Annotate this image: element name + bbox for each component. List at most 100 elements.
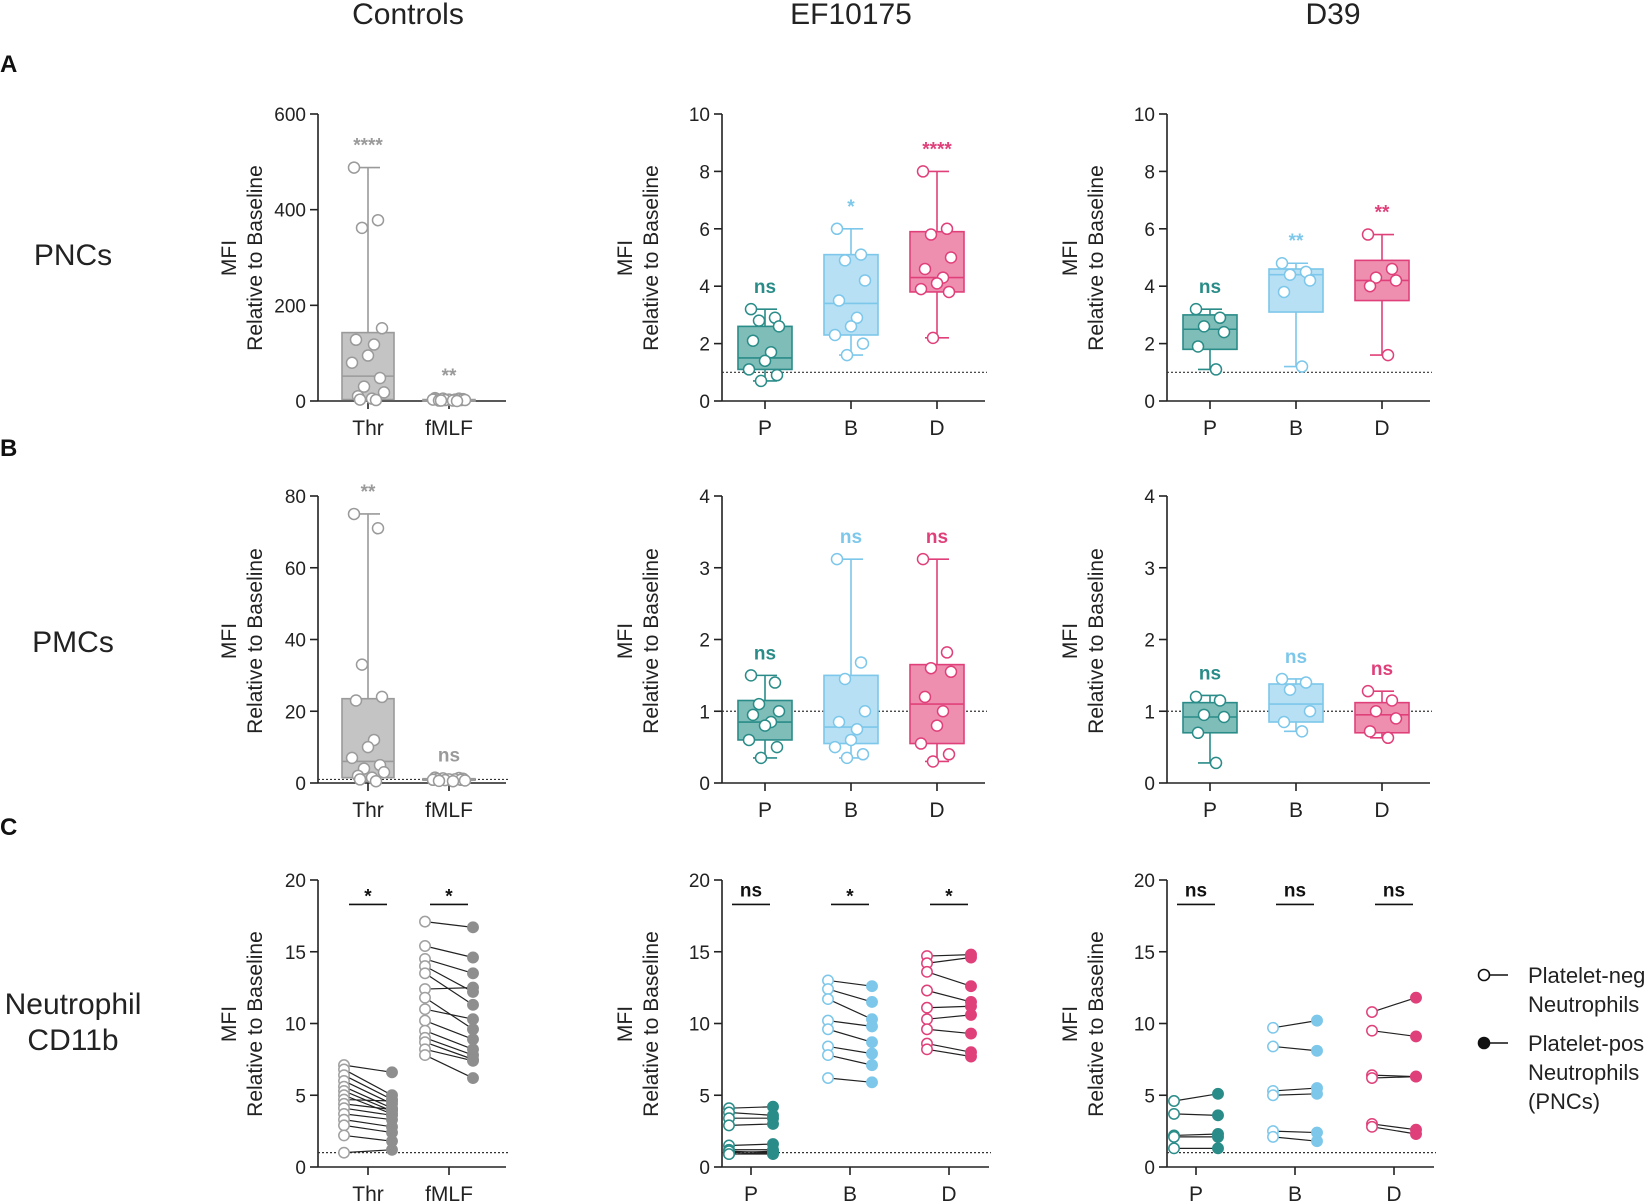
significance-label: ns <box>926 527 948 548</box>
data-point <box>369 393 383 407</box>
x-category-label: B <box>1289 417 1303 440</box>
data-point <box>840 348 854 362</box>
data-point <box>1363 725 1377 738</box>
data-point <box>940 646 954 659</box>
data-point <box>1361 228 1375 241</box>
point-platelet-pos <box>1410 1070 1422 1083</box>
y-axis-label-mfi: MFI <box>1059 623 1082 659</box>
panel-letter-c: C <box>0 814 17 841</box>
data-point <box>1213 694 1227 707</box>
panel-C-controls: MFI Relative to Baseline 0 5 10 15 20 Thr * fMLF * <box>218 871 508 1203</box>
legend-pos-line2: Neutrophils <box>1528 1060 1639 1085</box>
y-tick-label: 60 <box>285 559 306 580</box>
point-platelet-pos <box>1212 1142 1224 1155</box>
data-point <box>1385 694 1399 707</box>
pair-line <box>424 1041 474 1060</box>
pair-line <box>926 971 972 987</box>
y-axis-label-relative: Relative to Baseline <box>244 548 267 734</box>
data-point <box>1275 672 1289 686</box>
legend-neg-marker <box>1477 968 1491 982</box>
y-tick-label: 8 <box>1144 162 1155 183</box>
significance-label: * <box>846 886 854 907</box>
data-point <box>942 285 956 299</box>
data-point <box>924 228 938 241</box>
pair-line <box>424 987 474 990</box>
point-platelet-pos <box>965 1008 977 1021</box>
data-point <box>434 394 448 407</box>
pair-line <box>827 1028 873 1043</box>
pair-line <box>424 997 474 1030</box>
point-platelet-pos <box>1410 1030 1422 1043</box>
point-platelet-neg <box>921 1043 933 1056</box>
y-tick-label: 20 <box>285 871 306 892</box>
y-tick-label: 6 <box>1144 220 1155 241</box>
data-point <box>458 774 472 787</box>
panel-B-controls: MFI Relative to Baseline 0 20 40 60 80 Thr ** fML… <box>218 482 508 822</box>
point-platelet-pos <box>866 1036 878 1049</box>
panel-letter-a: A <box>0 51 17 78</box>
data-point <box>772 705 786 718</box>
y-tick-label: 0 <box>699 392 710 413</box>
x-category-label: Thr <box>352 799 384 822</box>
data-point <box>744 669 758 682</box>
data-point <box>754 751 768 765</box>
x-category-label: Thr <box>352 417 384 440</box>
point-platelet-neg <box>723 1148 735 1161</box>
y-tick-label: 2 <box>1144 631 1155 652</box>
pair-line <box>1371 1030 1417 1038</box>
point-platelet-neg <box>921 1001 933 1014</box>
data-point <box>353 393 367 406</box>
data-point <box>844 320 858 333</box>
x-category-label: P <box>758 799 772 822</box>
x-category-label: D <box>941 1183 956 1203</box>
data-point <box>432 774 446 788</box>
pair-line <box>424 1008 474 1020</box>
point-platelet-pos <box>866 996 878 1008</box>
point-platelet-pos <box>965 1027 977 1040</box>
point-platelet-neg <box>419 1049 431 1062</box>
data-point <box>1295 725 1309 738</box>
y-axis-label-relative: Relative to Baseline <box>640 931 663 1117</box>
pair-line <box>1173 1093 1219 1102</box>
point-platelet-neg <box>1168 1130 1180 1143</box>
data-point <box>830 222 844 236</box>
pair-line <box>1272 1020 1318 1029</box>
data-point <box>361 740 375 754</box>
data-point <box>371 522 385 535</box>
point-platelet-pos <box>467 921 479 934</box>
point-platelet-pos <box>467 998 479 1011</box>
point-platelet-neg <box>338 1146 350 1159</box>
data-point <box>858 705 872 718</box>
data-point <box>746 334 760 347</box>
pair-line <box>424 1030 474 1050</box>
y-tick-label: 80 <box>285 487 306 508</box>
panel-C-EF10175: MFI Relative to Baseline 0 5 10 15 20 Pns B * D * <box>614 871 991 1203</box>
pair-line <box>343 1103 393 1111</box>
point-platelet-pos <box>1212 1130 1224 1143</box>
data-point <box>1299 676 1313 689</box>
point-platelet-neg <box>1267 1040 1279 1053</box>
column-title-ef10175: EF10175 <box>790 0 912 31</box>
x-category-label: D <box>1386 1183 1401 1203</box>
significance-label: ** <box>1289 231 1304 252</box>
point-platelet-neg <box>419 967 431 980</box>
y-axis-label-mfi: MFI <box>614 623 637 659</box>
significance-label: ns <box>1383 880 1405 901</box>
data-point <box>744 302 758 316</box>
pair-line <box>1371 1126 1417 1135</box>
data-point <box>918 262 932 276</box>
y-axis-label-mfi: MFI <box>1059 240 1082 276</box>
y-tick-label: 5 <box>699 1086 710 1107</box>
point-platelet-neg <box>1366 1024 1378 1037</box>
data-point <box>1295 360 1309 373</box>
data-point <box>830 552 844 566</box>
data-point <box>1389 274 1403 287</box>
significance-label: ns <box>754 643 776 664</box>
data-point <box>838 672 852 686</box>
data-point <box>347 507 361 521</box>
data-point <box>918 690 932 704</box>
data-point <box>758 354 772 368</box>
pair-line <box>1272 1093 1318 1096</box>
point-platelet-neg <box>822 993 834 1006</box>
data-point <box>373 371 387 385</box>
